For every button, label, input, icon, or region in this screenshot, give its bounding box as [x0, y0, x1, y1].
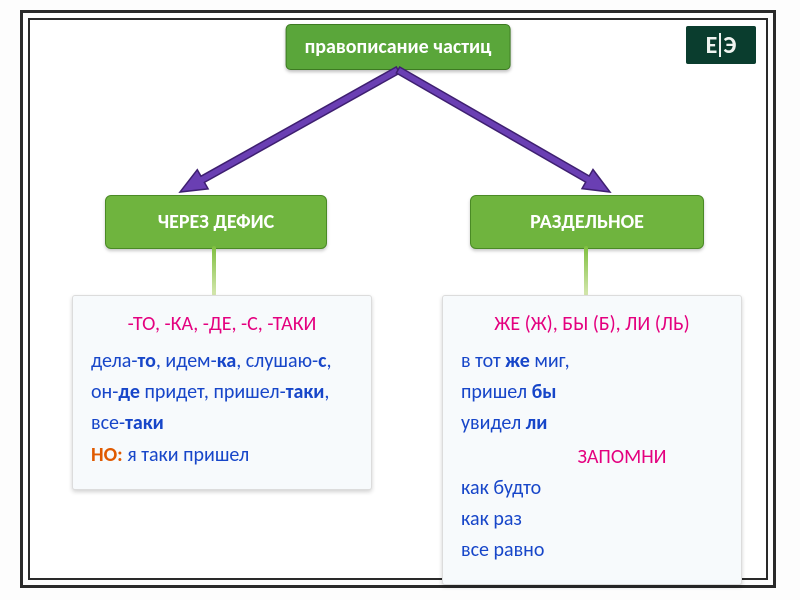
- content-panel-separate: ЖЕ (Ж), БЫ (Б), ЛИ (ЛЬ) в тот же миг,при…: [442, 295, 742, 585]
- logo-separator: [719, 33, 721, 57]
- separate-lines-top: в тот же миг,пришел быувидел ли: [461, 346, 723, 439]
- separate-header: ЖЕ (Ж), БЫ (Б), ЛИ (ЛЬ): [461, 312, 723, 336]
- branch-title-separate: РАЗДЕЛЬНОЕ: [530, 210, 644, 234]
- separate-remember-line: все равно: [461, 535, 723, 566]
- branch-arrow: [180, 67, 400, 192]
- separate-remember-line: как будто: [461, 473, 723, 504]
- branch-title-hyphen: ЧЕРЕЗ ДЕФИС: [158, 210, 274, 234]
- hyphen-exception: НО: я таки пришел: [91, 439, 353, 471]
- hyphen-line: все-таки: [91, 408, 353, 439]
- logo-right-letter: Э: [723, 31, 736, 60]
- hyphen-header: -ТО, -КА, -ДЕ, -С, -ТАКИ: [91, 312, 353, 336]
- separate-remember-line: как раз: [461, 504, 723, 535]
- stem-left: [212, 246, 216, 296]
- root-label: правописание частиц: [305, 35, 492, 59]
- hyphen-line: дела-то, идем-ка, слушаю-с,: [91, 346, 353, 377]
- separate-lines-bottom: как будтокак развсе равно: [461, 473, 723, 566]
- branch-node-separate: РАЗДЕЛЬНОЕ: [470, 195, 704, 249]
- logo-left-letter: Е: [706, 31, 718, 60]
- root-node: правописание частиц: [286, 24, 511, 70]
- separate-line: в тот же миг,: [461, 346, 723, 377]
- inner-frame: Е Э правописание частиц ЧЕРЕЗ ДЕФИС РАЗД…: [28, 18, 768, 580]
- exception-text: я таки пришел: [123, 443, 250, 467]
- content-panel-hyphen: -ТО, -КА, -ДЕ, -С, -ТАКИ дела-то, идем-к…: [72, 295, 372, 490]
- stem-right: [584, 246, 588, 296]
- exam-logo: Е Э: [686, 26, 756, 64]
- hyphen-lines: дела-то, идем-ка, слушаю-с,он-де придет,…: [91, 346, 353, 439]
- separate-line: пришел бы: [461, 377, 723, 408]
- remember-label: ЗАПОМНИ: [521, 445, 723, 469]
- branch-node-hyphen: ЧЕРЕЗ ДЕФИС: [105, 195, 327, 249]
- separate-line: увидел ли: [461, 408, 723, 439]
- branch-arrow: [396, 67, 610, 192]
- hyphen-line: он-де придет, пришел-таки,: [91, 377, 353, 408]
- exception-label: НО:: [91, 443, 123, 467]
